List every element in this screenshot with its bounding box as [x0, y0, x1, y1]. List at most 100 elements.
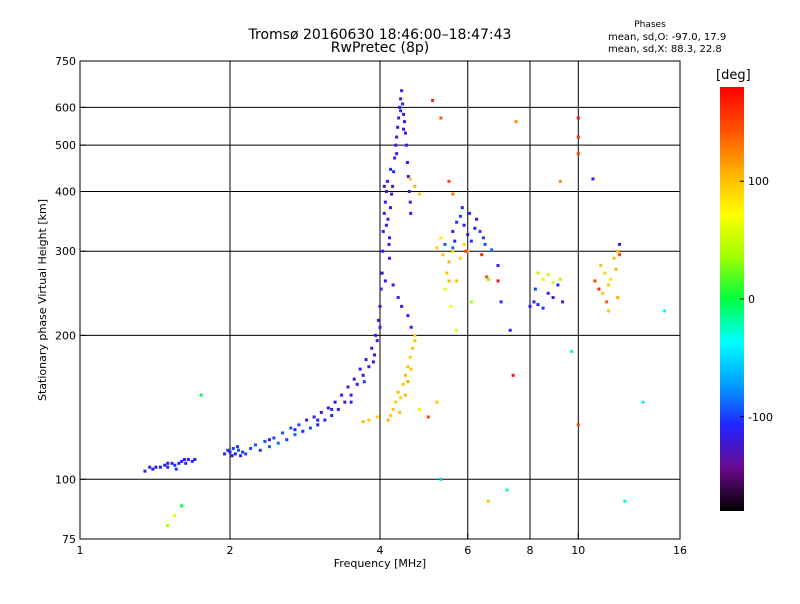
data-point — [541, 306, 545, 310]
data-point — [361, 420, 365, 424]
data-point — [605, 300, 609, 304]
data-point — [180, 504, 184, 508]
data-point — [316, 423, 320, 427]
data-point — [223, 452, 227, 456]
data-point — [388, 256, 392, 260]
data-point — [447, 279, 451, 283]
x-tick-label: 4 — [377, 544, 384, 557]
data-point — [623, 499, 627, 503]
data-point — [435, 400, 439, 404]
data-point — [408, 200, 412, 204]
data-point — [389, 206, 393, 210]
data-point — [326, 406, 330, 410]
chart-title: Tromsø 20160630 18:46:00–18:47:43 — [248, 27, 512, 43]
data-point — [618, 253, 622, 257]
data-point — [281, 431, 285, 435]
data-point — [276, 441, 280, 445]
data-point — [576, 423, 580, 427]
data-point — [406, 314, 410, 318]
data-point — [462, 223, 466, 227]
data-point — [400, 89, 404, 93]
data-point — [533, 287, 537, 291]
data-point — [386, 418, 390, 422]
data-point — [143, 469, 147, 473]
data-point — [486, 499, 490, 503]
data-point — [253, 443, 257, 447]
data-point — [464, 249, 468, 253]
data-point — [401, 382, 405, 386]
data-point — [233, 452, 237, 456]
data-point — [226, 448, 230, 452]
data-point — [490, 248, 494, 252]
data-point — [319, 410, 323, 414]
data-point — [413, 333, 417, 337]
data-point — [394, 143, 398, 147]
data-point — [392, 170, 396, 174]
data-point — [607, 283, 611, 287]
data-point — [379, 287, 383, 291]
data-point — [396, 390, 400, 394]
data-point — [398, 410, 402, 414]
colorbar-tick-label: -100 — [748, 411, 773, 424]
data-point — [576, 152, 580, 156]
data-point — [375, 415, 379, 419]
data-point — [570, 350, 574, 354]
data-point — [439, 116, 443, 120]
data-point — [154, 465, 158, 469]
data-point — [388, 236, 392, 240]
data-point — [362, 380, 366, 384]
data-point — [228, 450, 232, 454]
data-point — [496, 264, 500, 268]
data-point — [349, 393, 353, 397]
data-point — [177, 461, 181, 465]
data-point — [445, 271, 449, 275]
data-point — [407, 189, 411, 193]
data-point — [174, 467, 178, 471]
data-point — [409, 211, 413, 215]
data-point — [180, 459, 184, 463]
data-point — [599, 264, 603, 268]
data-point — [561, 300, 565, 304]
x-tick-label: 8 — [527, 544, 534, 557]
data-point — [431, 99, 435, 103]
data-point — [400, 304, 404, 308]
data-point — [607, 309, 611, 313]
x-axis-ticks: 1 2 4 6 8 10 16 — [77, 533, 687, 557]
data-point — [473, 226, 477, 230]
data-point — [601, 291, 605, 295]
data-point — [486, 277, 490, 281]
data-point — [166, 465, 170, 469]
data-point — [451, 249, 455, 253]
data-point — [451, 229, 455, 233]
data-point — [591, 177, 595, 181]
data-point — [386, 217, 390, 221]
data-point — [616, 296, 620, 300]
data-point — [558, 179, 562, 183]
data-point — [499, 300, 503, 304]
data-point — [267, 445, 271, 449]
data-point — [305, 418, 309, 422]
data-point — [413, 184, 417, 188]
data-point — [426, 415, 430, 419]
data-point — [496, 279, 500, 283]
data-point — [235, 445, 239, 449]
data-point — [346, 385, 350, 389]
y-tick-label: 600 — [55, 101, 76, 114]
data-point — [184, 461, 188, 465]
data-point — [408, 355, 412, 359]
data-point — [182, 457, 186, 461]
data-point — [333, 400, 337, 404]
data-point — [384, 189, 388, 193]
data-point — [546, 273, 550, 277]
y-tick-label: 400 — [55, 185, 76, 198]
data-point — [458, 256, 462, 260]
data-point — [641, 400, 645, 404]
data-point — [397, 116, 401, 120]
data-point — [263, 439, 267, 443]
data-point — [439, 236, 443, 240]
data-point — [383, 279, 387, 283]
data-point — [170, 461, 174, 465]
data-point — [481, 236, 485, 240]
data-point — [417, 192, 421, 196]
